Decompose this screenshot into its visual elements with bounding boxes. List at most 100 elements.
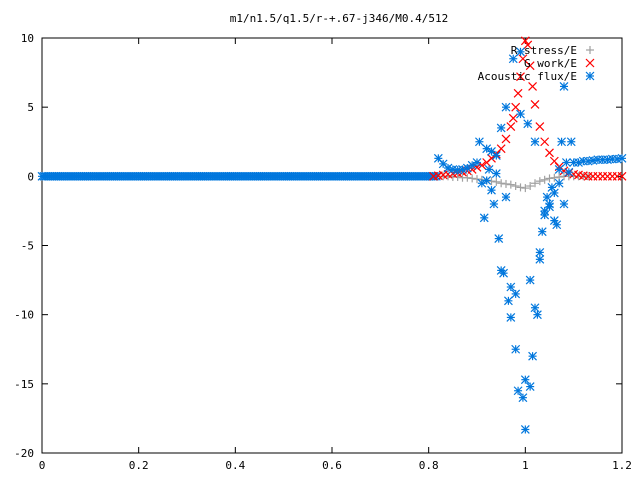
data-point-acoustic-flux-e: [494, 234, 504, 244]
data-point-acoustic-flux-e: [518, 393, 528, 403]
data-point-acoustic-flux-e: [557, 137, 567, 147]
data-point-acoustic-flux-e: [542, 192, 552, 202]
y-tick-label: 10: [21, 32, 34, 45]
data-point-acoustic-flux-e: [525, 382, 535, 392]
data-point-g-work-e: [523, 40, 533, 50]
legend-label-g-work-e: G work/E: [524, 57, 577, 70]
data-point-r-stress-e: [468, 174, 477, 183]
data-point-acoustic-flux-e: [474, 137, 484, 147]
data-point-acoustic-flux-e: [549, 216, 559, 226]
data-point-acoustic-flux-e: [501, 192, 511, 202]
data-point-g-work-e: [501, 134, 511, 144]
data-point-g-work-e: [525, 61, 535, 71]
data-point-acoustic-flux-e: [528, 351, 538, 361]
legend-marker-r-stress-e: [586, 46, 594, 54]
data-point-r-stress-e: [473, 175, 481, 184]
data-point-acoustic-flux-e: [561, 158, 571, 167]
data-point-acoustic-flux-e: [549, 188, 559, 198]
y-tick-label: 0: [27, 170, 34, 183]
legend-label-r-stress-e: R stress/E: [511, 44, 577, 57]
data-point-acoustic-flux-e: [506, 313, 516, 322]
data-point-acoustic-flux-e: [479, 213, 489, 223]
x-tick-label: 0.6: [322, 459, 342, 472]
data-point-acoustic-flux-e: [508, 54, 518, 64]
data-point-acoustic-flux-e: [532, 310, 542, 320]
data-point-acoustic-flux-e: [559, 199, 569, 209]
data-point-acoustic-flux-e: [487, 185, 496, 195]
data-point-acoustic-flux-e: [540, 210, 550, 220]
data-point-r-stress-e: [506, 180, 515, 189]
data-point-acoustic-flux-e: [511, 289, 521, 299]
data-point-acoustic-flux-e: [496, 123, 506, 133]
data-point-acoustic-flux-e: [513, 386, 523, 396]
series-acoustic-flux-e: [433, 47, 627, 434]
data-point-g-work-e: [467, 164, 477, 174]
plot-frame: [41, 37, 623, 454]
data-point-acoustic-flux-e: [482, 176, 492, 185]
x-tick-label: 0.4: [225, 459, 245, 472]
data-point-r-stress-e: [463, 173, 472, 182]
data-point-g-work-e: [545, 148, 554, 158]
data-point-acoustic-flux-e: [501, 102, 511, 112]
data-point-r-stress-e: [497, 179, 506, 188]
data-point-acoustic-flux-e: [530, 137, 540, 147]
data-point-g-work-e: [516, 72, 525, 82]
data-point-g-work-e: [518, 54, 528, 64]
y-tick-label: -15: [14, 378, 34, 391]
data-point-acoustic-flux-e: [564, 167, 574, 177]
data-point-g-work-e: [513, 88, 523, 98]
data-point-acoustic-flux-e: [554, 178, 564, 188]
data-point-g-work-e: [506, 122, 516, 131]
data-point-r-stress-e: [531, 179, 539, 188]
data-point-g-work-e: [520, 36, 530, 46]
legend-marker-g-work-e: [585, 58, 595, 68]
data-point-g-work-e: [540, 137, 550, 147]
data-point-r-stress-e: [526, 182, 535, 191]
data-point-acoustic-flux-e: [503, 296, 513, 306]
x-tick-label: 0.8: [419, 459, 439, 472]
data-point-acoustic-flux-e: [520, 425, 530, 434]
legend-label-acoustic-flux-e: Acoustic flux/E: [478, 70, 577, 83]
data-point-acoustic-flux-e: [617, 153, 627, 163]
data-point-acoustic-flux-e: [506, 282, 516, 292]
data-point-acoustic-flux-e: [511, 344, 521, 354]
data-point-r-stress-e: [550, 173, 559, 182]
data-point-acoustic-flux-e: [520, 375, 530, 385]
data-point-r-stress-e: [521, 184, 530, 193]
data-point-acoustic-flux-e: [484, 164, 494, 174]
x-tick-label: 1.2: [612, 459, 632, 472]
series-acoustic-flux-baseline: [37, 171, 441, 181]
data-point-r-stress-e: [511, 182, 520, 191]
data-point-acoustic-flux-e: [530, 303, 540, 313]
data-point-acoustic-flux-e: [535, 247, 545, 257]
data-point-acoustic-flux-e: [535, 254, 545, 264]
data-point-acoustic-flux-e: [566, 137, 576, 147]
data-point-acoustic-flux-e: [559, 81, 569, 91]
data-point-g-work-e: [617, 171, 627, 181]
data-point-g-work-e: [535, 122, 545, 131]
data-point-acoustic-flux-e: [525, 275, 535, 285]
x-tick-label: 0: [39, 459, 46, 472]
data-point-g-work-e: [511, 102, 521, 112]
y-tick-label: -20: [14, 447, 34, 460]
chart-title: m1/n1.5/q1.5/r-+.67-j346/M0.4/512: [230, 12, 449, 25]
data-point-acoustic-flux-e: [537, 227, 547, 237]
data-point-acoustic-flux-e: [491, 169, 501, 178]
data-point-r-stress-e: [453, 173, 462, 182]
x-tick-label: 1: [522, 459, 529, 472]
data-point-g-work-e: [508, 113, 518, 123]
data-point-r-stress-e: [535, 177, 544, 186]
data-point-acoustic-flux-e: [516, 47, 525, 57]
data-point-g-work-e: [528, 81, 538, 91]
data-point-r-stress-e: [487, 177, 496, 186]
data-point-acoustic-flux-e: [489, 199, 499, 209]
y-tick-label: -10: [14, 309, 34, 322]
data-point-g-work-e: [496, 144, 506, 154]
y-tick-label: 5: [27, 101, 34, 114]
data-point-g-work-e: [559, 166, 569, 176]
data-point-g-work-e: [530, 99, 540, 109]
data-point-acoustic-flux-e: [603, 155, 612, 165]
data-point-acoustic-flux-e: [487, 147, 496, 156]
y-tick-label: -5: [21, 240, 34, 253]
